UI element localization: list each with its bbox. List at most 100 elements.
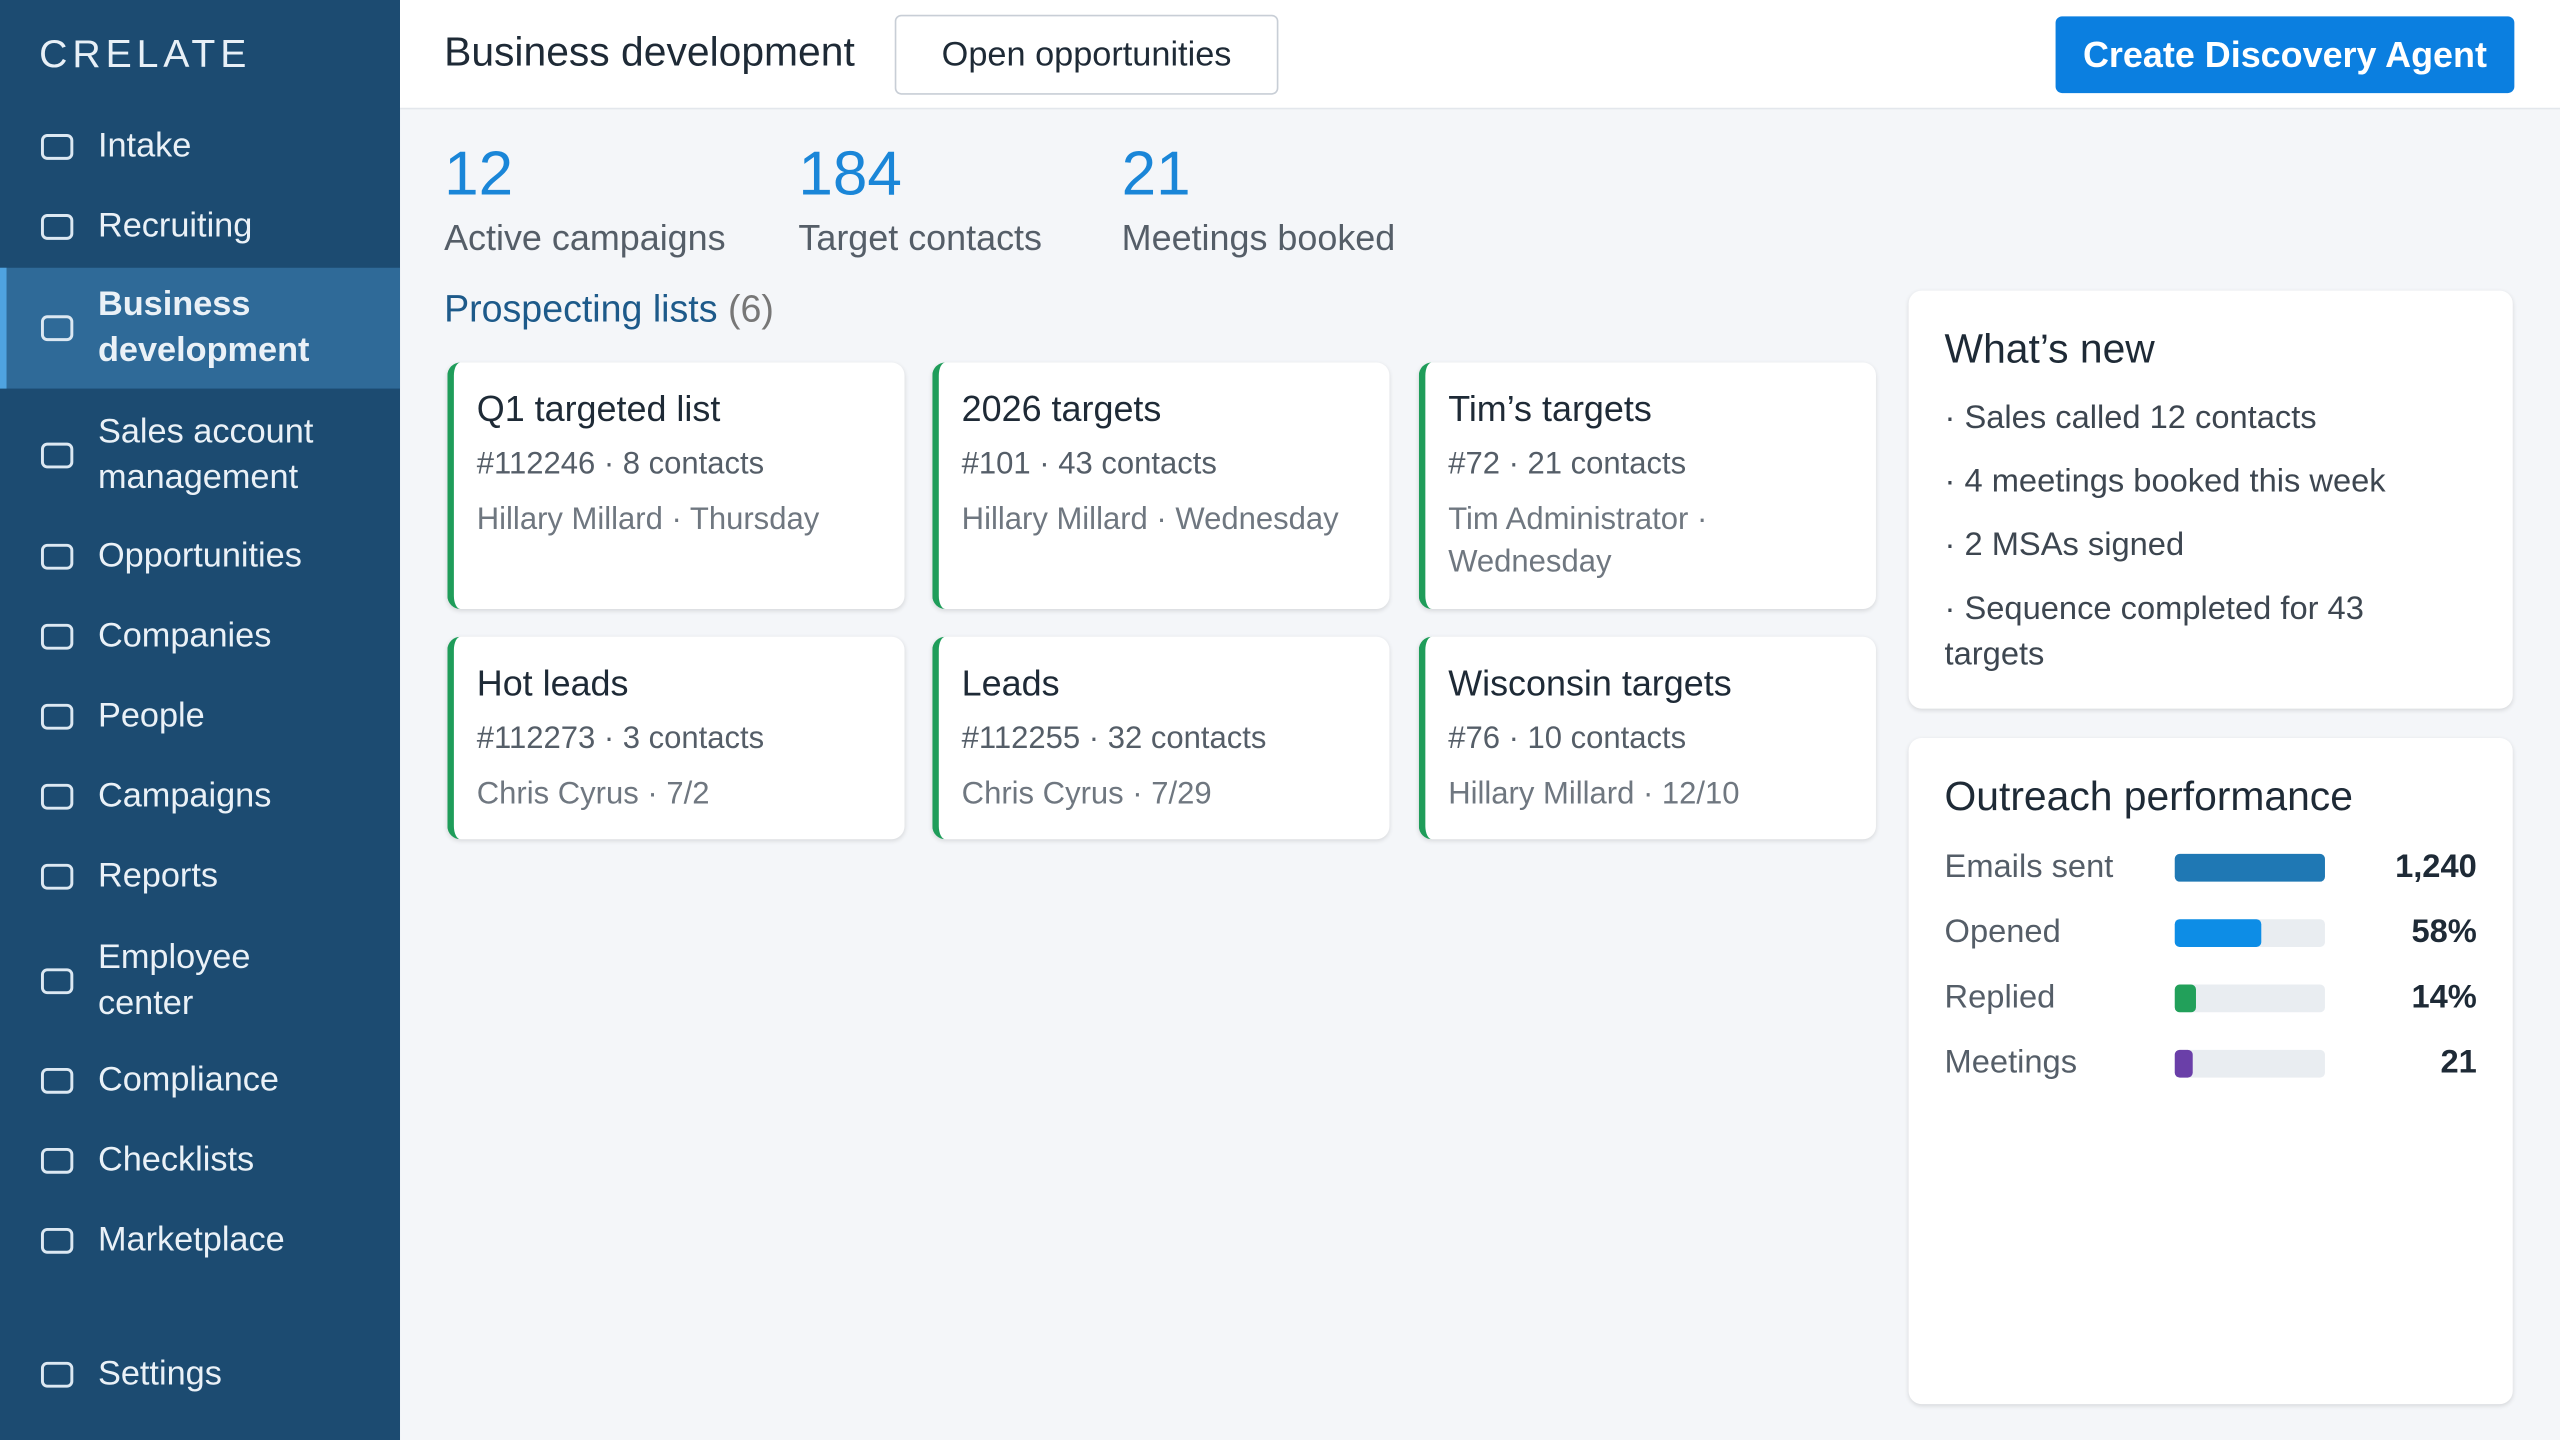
icon <box>40 783 74 810</box>
list-card[interactable]: Leads #112255 · 32 contacts Chris Cyrus · … <box>932 636 1390 840</box>
card-owner: Hillary Millard · Wednesday <box>961 502 1339 538</box>
icon <box>40 968 74 995</box>
stat-value: 12 <box>444 140 514 209</box>
icon <box>40 863 74 890</box>
primary-button[interactable]: Create Discovery Agent <box>2055 16 2515 94</box>
card-owner: Hillary Millard · 12/10 <box>1448 777 1740 812</box>
nav-item[interactable]: Settings <box>0 1339 400 1411</box>
logo: CRELATE <box>39 32 252 77</box>
news-item: · Sales called 12 contacts <box>1944 400 2317 436</box>
bar-track <box>2174 984 2325 1013</box>
bar <box>2174 919 2262 947</box>
card-meta: #112255 · 32 contacts <box>961 721 1267 756</box>
list-card[interactable]: Tim’s targets #72 · 21 contacts Tim Admini… <box>1418 362 1876 609</box>
icon <box>40 1147 74 1174</box>
news-item: · Sequence completed for 43 targets <box>1944 591 2364 673</box>
icon <box>40 134 74 160</box>
outreach-panel: Outreach performance Emails sent 1,240 Ope… <box>1908 737 2513 1405</box>
metric-value: 1,240 <box>2395 849 2477 885</box>
icon <box>40 1361 74 1388</box>
list-card[interactable]: Wisconsin targets #76 · 10 contacts Hillar… <box>1418 636 1876 840</box>
stat-value: 21 <box>1121 140 1191 209</box>
section-count: (6) <box>727 287 774 330</box>
panel-title: What’s new <box>1944 326 2155 373</box>
nav-item[interactable]: People <box>0 681 400 753</box>
card-meta: #112273 · 3 contacts <box>476 721 765 756</box>
nav-item[interactable]: Opportunities <box>0 521 400 593</box>
metric-name: Meetings <box>1944 1044 2078 1081</box>
card-meta: #101 · 43 contacts <box>961 447 1217 482</box>
sidebar: CRELATE Intake Recruiting Business develop… <box>0 0 401 1440</box>
card-title: 2026 targets <box>961 388 1162 430</box>
panel-title: Outreach performance <box>1944 773 2353 820</box>
card-owner: Hillary Millard · Thursday <box>476 502 820 538</box>
nav-item[interactable]: Recruiting <box>0 191 400 263</box>
nav-item[interactable]: Intake <box>0 111 400 183</box>
icon <box>40 214 74 240</box>
section-title-text: Prospecting lists <box>444 287 718 330</box>
card-title: Q1 targeted list <box>476 388 721 430</box>
whats-new-panel: What’s new · Sales called 12 contacts · 4… <box>1908 290 2513 709</box>
section-title: Prospecting lists (6) <box>444 287 774 331</box>
bar-track <box>2174 919 2325 947</box>
icon <box>40 623 74 650</box>
nav-item[interactable]: Business development <box>0 267 401 389</box>
nav-item[interactable]: Campaigns <box>0 761 400 833</box>
button[interactable]: Open opportunities <box>894 14 1279 95</box>
card-title: Tim’s targets <box>1448 388 1652 430</box>
nav-item[interactable]: Compliance <box>0 1045 400 1117</box>
list-card[interactable]: 2026 targets #101 · 43 contacts Hillary Mi… <box>932 362 1390 609</box>
bar <box>2174 984 2196 1013</box>
nav-label: Sales account management <box>97 413 314 497</box>
nav-label: People <box>97 697 205 735</box>
card-title: Wisconsin targets <box>1448 662 1732 704</box>
nav-label: Campaigns <box>97 777 272 815</box>
nav-label: Employee center <box>97 938 251 1023</box>
nav-item[interactable]: Employee center <box>0 921 400 1042</box>
icon <box>40 315 74 342</box>
nav-label: Business development <box>97 285 310 369</box>
metric-value: 58% <box>2411 914 2477 951</box>
news-list: · Sales called 12 contacts · 4 meetings b… <box>1945 395 2467 695</box>
main: Business development Open opportunities … <box>400 0 2560 1440</box>
nav-label: Companies <box>97 617 272 655</box>
icon <box>40 1227 74 1254</box>
stat-label: Meetings booked <box>1121 217 1396 258</box>
stat-label: Active campaigns <box>444 217 726 258</box>
nav-label: Settings <box>97 1355 222 1393</box>
nav-label: Checklists <box>97 1141 255 1179</box>
card-owner: Tim Administrator · Wednesday <box>1448 502 1708 580</box>
icon <box>40 442 74 469</box>
bar <box>2174 853 2325 882</box>
list-card[interactable]: Q1 targeted list #112246 · 8 contacts Hill… <box>447 362 905 609</box>
nav-label: Intake <box>97 127 192 165</box>
nav-label: Opportunities <box>97 537 302 575</box>
nav-label: Compliance <box>97 1061 280 1099</box>
nav-item[interactable]: Companies <box>0 601 400 673</box>
nav-item[interactable]: Marketplace <box>0 1205 400 1277</box>
metric-value: 21 <box>2440 1044 2477 1081</box>
card-title: Hot leads <box>476 662 629 704</box>
header: Business development Open opportunities … <box>400 0 2560 110</box>
nav-label: Reports <box>97 857 219 895</box>
bar-track <box>2174 853 2325 882</box>
icon <box>40 1067 74 1094</box>
nav-item[interactable]: Sales account management <box>0 395 400 516</box>
news-item: · 4 meetings booked this week <box>1944 463 2386 500</box>
bar <box>2174 1049 2192 1078</box>
card-owner: Chris Cyrus · 7/29 <box>961 777 1212 812</box>
icon <box>40 543 74 570</box>
card-title: Leads <box>961 662 1060 704</box>
bar-track <box>2174 1049 2325 1078</box>
card-meta: #112246 · 8 contacts <box>476 447 765 482</box>
metric-name: Opened <box>1944 914 2061 951</box>
card-owner: Chris Cyrus · 7/2 <box>476 777 710 812</box>
list-card[interactable]: Hot leads #112273 · 3 contacts Chris Cyrus… <box>447 636 905 840</box>
nav-label: Marketplace <box>97 1221 285 1259</box>
nav-item[interactable]: Reports <box>0 841 400 913</box>
nav-item[interactable]: Checklists <box>0 1125 400 1197</box>
icon <box>40 703 74 730</box>
card-meta: #76 · 10 contacts <box>1448 721 1687 756</box>
